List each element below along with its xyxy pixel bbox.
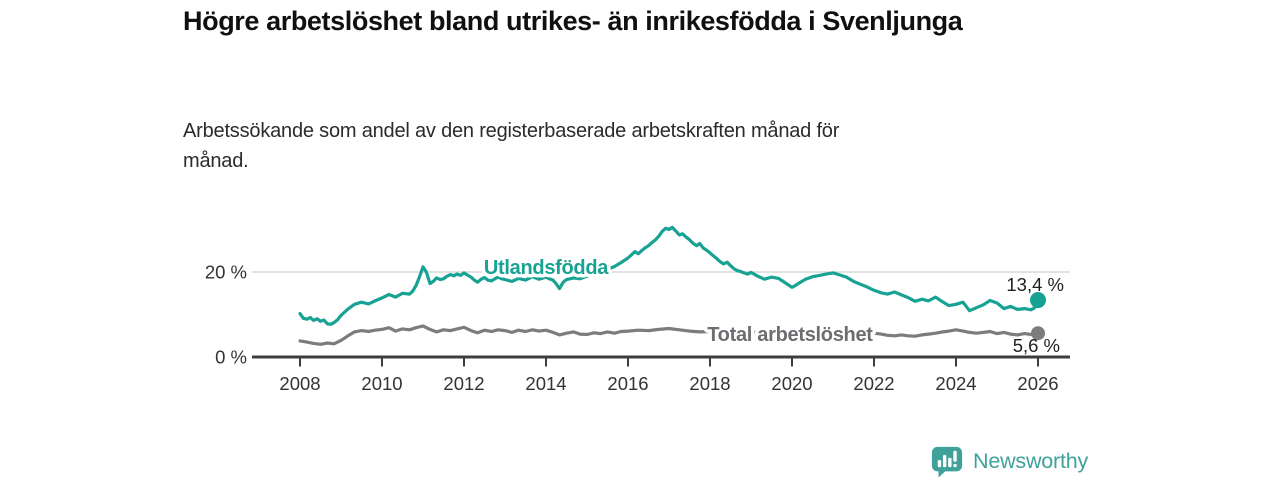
series-label-utlandsfodda: Utlandsfödda	[484, 257, 609, 279]
x-tick-label: 2008	[279, 373, 320, 394]
x-tick-label: 2024	[935, 373, 976, 394]
x-tick-label: 2016	[607, 373, 648, 394]
series-line-total	[298, 324, 1040, 346]
y-tick-label: 20 %	[205, 262, 247, 283]
x-tick-label: 2018	[689, 373, 730, 394]
newsworthy-logo-icon	[931, 446, 963, 478]
brand-name: Newsworthy	[973, 448, 1089, 473]
series-end-dot-utlandsfodda	[1030, 292, 1046, 309]
series-end-dot-total	[1031, 326, 1045, 341]
chart-subtitle: Arbetssökande som andel av den registerb…	[183, 120, 840, 172]
series-label-total: Total arbetslöshet	[707, 324, 873, 346]
brand-logo[interactable]: Newsworthy	[930, 444, 1088, 478]
series-line-utlandsfodda	[298, 225, 1040, 326]
x-tick-label: 2010	[361, 373, 402, 394]
x-tick-label: 2020	[771, 373, 812, 394]
x-tick-label: 2012	[443, 373, 484, 394]
x-tick-label: 2022	[853, 373, 894, 394]
series-end-label-total: 5,6 %	[1013, 335, 1060, 356]
series-end-label-utlandsfodda: 13,4 %	[1006, 274, 1064, 295]
x-tick-label: 2026	[1017, 373, 1058, 394]
x-tick-label: 2014	[525, 373, 566, 394]
y-tick-label: 0 %	[215, 347, 247, 368]
page-title: Högre arbetslöshet bland utrikes- än inr…	[183, 6, 963, 36]
